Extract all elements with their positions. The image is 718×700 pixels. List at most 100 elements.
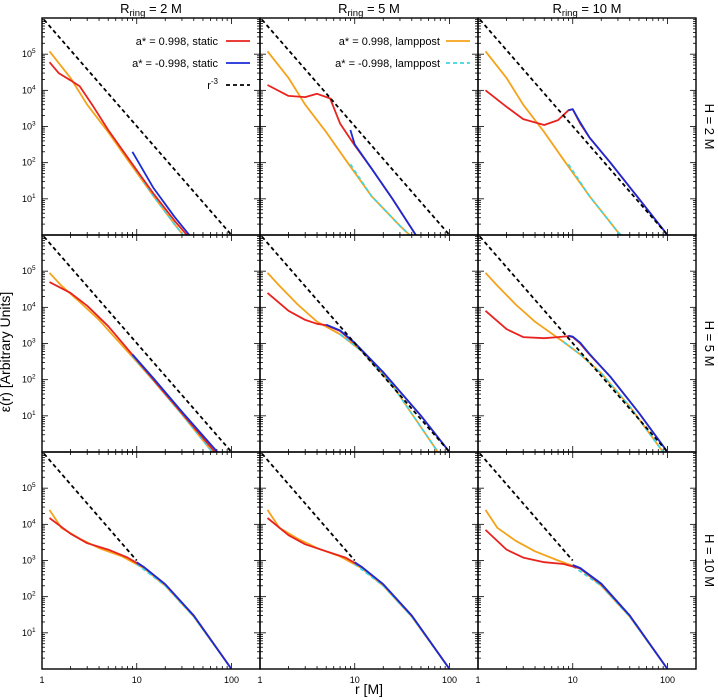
panel-frame [477, 17, 697, 236]
panel-frame [41, 451, 261, 670]
x-tick-label: 1 [39, 675, 44, 685]
y-tick-label: 102 [22, 591, 36, 602]
legend-label: a* = -0.998, static [132, 58, 218, 70]
legend: a* = 0.998, static a* = -0.998, static a* … [132, 36, 470, 92]
axis-ticks [41, 235, 261, 453]
axis-ticks [259, 235, 479, 453]
axis-ticks [259, 452, 479, 670]
panel-h2-r10 [477, 17, 697, 236]
series-line-r-3 [479, 236, 669, 452]
series-line-a-0-998-lamppost [484, 50, 623, 235]
series-group [43, 453, 233, 669]
axis-ticks [477, 235, 697, 453]
column-title: Rring = 10 M [553, 1, 622, 19]
y-tick-label: 101 [22, 193, 36, 204]
series-line-a-0-998-static [572, 564, 669, 669]
series-line-a-0-998-lamppost [484, 272, 664, 452]
series-line-r-3 [261, 453, 356, 562]
series-line-a-0-998-static [354, 561, 451, 669]
y-tick-label: 101 [22, 410, 36, 421]
series-line-a-0-998-lamppost [354, 563, 451, 669]
series-line-a-0-998-lamppost [484, 509, 669, 669]
axis-ticks [259, 18, 479, 236]
series-line-a-0-998-static [131, 353, 219, 452]
x-tick-label: 10 [350, 675, 360, 685]
y-tick-label: 102 [22, 157, 36, 168]
y-tick-label: 101 [22, 627, 36, 638]
x-axis-label: r [M] [355, 681, 383, 697]
row-title: H = 10 M [702, 534, 717, 587]
series-line-r-3 [261, 19, 451, 235]
y-tick-label: 105 [22, 482, 36, 493]
panel-frame [259, 451, 479, 670]
series-line-a-0-998-static [136, 561, 233, 669]
panel-h5-r2: 105 104 103 102 101 [22, 234, 261, 453]
y-tick-label: 103 [22, 555, 36, 566]
series-line-a-0-998-static [349, 129, 417, 235]
column-title: Rring = 5 M [338, 1, 400, 19]
panel-h2-r5 [259, 17, 479, 236]
series-line-r-3 [479, 19, 669, 235]
series-line-a-0-998-static [49, 281, 217, 452]
panel-frame [477, 451, 697, 670]
series-line-a-0-998-lamppost [339, 333, 440, 452]
y-tick-label: 103 [22, 121, 36, 132]
panel-frame [41, 17, 261, 236]
series-line-a-0-998-static [131, 151, 191, 235]
x-tick-label: 100 [224, 675, 239, 685]
series-line-r-3 [261, 236, 451, 452]
series-line-a-0-998-static [484, 310, 669, 452]
row-title: H = 5 M [702, 321, 717, 367]
series-line-a-0-998-static [325, 323, 451, 452]
column-title: Rring = 2 M [120, 1, 182, 19]
series-line-a-0-998-lamppost [266, 509, 451, 669]
legend-label: a* = 0.998, static [136, 36, 219, 48]
x-tick-label: 100 [442, 675, 457, 685]
series-line-a-0-998-static [484, 529, 669, 669]
row-title: H = 2 M [702, 104, 717, 150]
series-line-a-0-998-lamppost [572, 565, 669, 669]
series-line-r-3 [43, 19, 233, 235]
panel-frame [259, 17, 479, 236]
x-tick-label: 1 [257, 675, 262, 685]
series-group [261, 19, 451, 235]
legend-label: a* = -0.998, lamppost [335, 58, 440, 70]
series-group [479, 19, 669, 235]
panel-h10-r10: 1 10 100 [475, 451, 697, 685]
x-tick-label: 100 [660, 675, 675, 685]
panel-h10-r5: 1 10 100 [257, 451, 479, 685]
series-group [43, 19, 233, 235]
series-line-a-0-998-lamppost [48, 272, 214, 452]
panel-grid: 1051041031021011051041031021011051041031… [22, 17, 697, 685]
series-line-a-0-998-lamppost [48, 509, 233, 669]
axis-ticks [41, 452, 261, 670]
panel-frame [41, 234, 261, 453]
axis-ticks [477, 18, 697, 236]
series-line-a-0-998-static [484, 89, 669, 235]
y-tick-label: 105 [22, 265, 36, 276]
panel-frame [259, 234, 479, 453]
y-tick-label: 103 [22, 338, 36, 349]
series-line-r-3 [479, 453, 574, 562]
panel-h5-r10 [477, 234, 697, 453]
y-tick-label: 102 [22, 374, 36, 385]
series-line-a-0-998-static [568, 108, 669, 235]
series-line-a-0-998-lamppost [266, 272, 440, 452]
legend-label: a* = 0.998, lamppost [339, 36, 440, 48]
series-group [261, 453, 451, 669]
series-group [479, 236, 669, 452]
series-group [261, 236, 451, 452]
series-line-r-3 [43, 236, 233, 452]
series-line-a-0-998-lamppost [266, 50, 411, 235]
panel-h2-r2: 105 104 103 102 101 [22, 17, 261, 236]
y-tick-label: 104 [22, 84, 36, 95]
y-tick-label: 105 [22, 48, 36, 59]
x-tick-label: 10 [568, 675, 578, 685]
series-group [479, 453, 669, 669]
legend-label: r-3 [207, 77, 218, 92]
series-line-a-0-998-static [267, 84, 417, 235]
x-tick-label: 1 [475, 675, 480, 685]
series-line-a-0-998-lamppost [563, 341, 664, 452]
